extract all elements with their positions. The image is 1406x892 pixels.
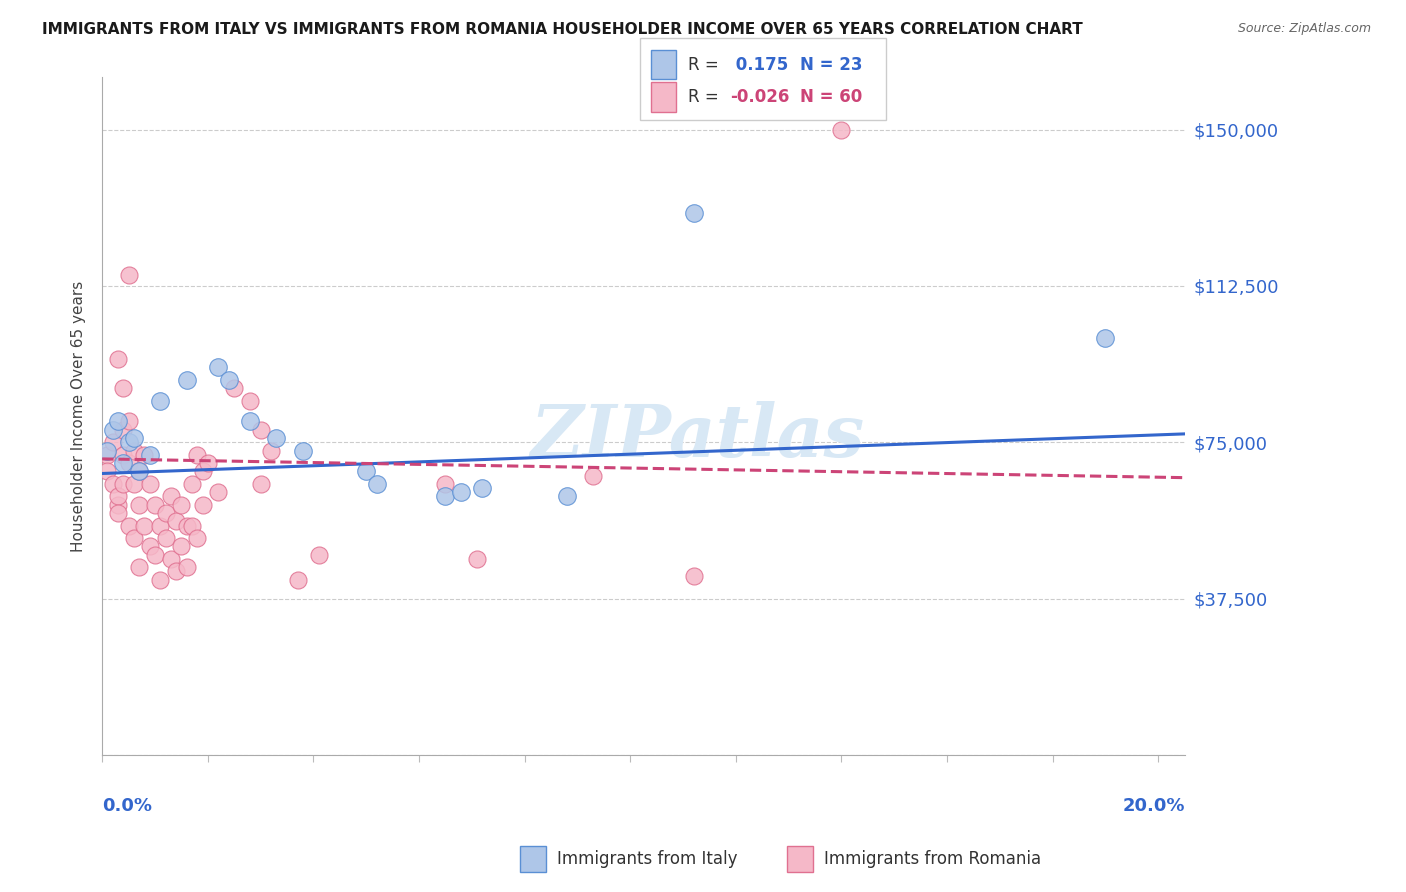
Point xyxy=(112,423,135,437)
Point xyxy=(170,498,193,512)
Point xyxy=(107,498,129,512)
Point xyxy=(176,373,198,387)
Point xyxy=(186,448,208,462)
Point xyxy=(224,381,246,395)
Point xyxy=(143,548,166,562)
Text: 20.0%: 20.0% xyxy=(1122,797,1185,814)
Point xyxy=(176,518,198,533)
Point xyxy=(134,518,156,533)
Point xyxy=(149,573,172,587)
Point xyxy=(266,431,288,445)
Point xyxy=(239,393,262,408)
Point xyxy=(107,414,129,428)
Point xyxy=(112,477,135,491)
Point xyxy=(128,464,150,478)
Point xyxy=(101,435,124,450)
Point xyxy=(117,268,139,283)
Point xyxy=(96,464,118,478)
Y-axis label: Householder Income Over 65 years: Householder Income Over 65 years xyxy=(72,281,86,552)
Point xyxy=(450,485,472,500)
Point xyxy=(191,464,214,478)
Point xyxy=(308,548,330,562)
Point xyxy=(107,351,129,366)
Text: 0.175: 0.175 xyxy=(730,55,787,74)
Point xyxy=(101,423,124,437)
Point xyxy=(101,477,124,491)
Point xyxy=(122,531,145,545)
Point xyxy=(830,122,852,136)
Text: N = 23: N = 23 xyxy=(800,55,862,74)
Point xyxy=(181,477,204,491)
Point xyxy=(181,518,204,533)
Point xyxy=(165,515,187,529)
Point xyxy=(682,206,704,220)
Point xyxy=(138,477,160,491)
Text: R =: R = xyxy=(688,87,718,106)
Point xyxy=(555,490,578,504)
Point xyxy=(471,481,494,495)
Point xyxy=(260,443,283,458)
Point xyxy=(249,477,271,491)
Point xyxy=(134,448,156,462)
Point xyxy=(128,498,150,512)
Point xyxy=(291,443,314,458)
Point xyxy=(207,485,229,500)
Point xyxy=(117,518,139,533)
Point xyxy=(354,464,377,478)
Point xyxy=(128,464,150,478)
Point xyxy=(155,531,177,545)
Point xyxy=(155,506,177,520)
Text: ZIPatlas: ZIPatlas xyxy=(530,401,865,472)
Point xyxy=(117,414,139,428)
Point xyxy=(143,498,166,512)
Point xyxy=(191,498,214,512)
Text: Source: ZipAtlas.com: Source: ZipAtlas.com xyxy=(1237,22,1371,36)
Point xyxy=(239,414,262,428)
Point xyxy=(682,568,704,582)
Point xyxy=(138,540,160,554)
Text: R =: R = xyxy=(688,55,718,74)
Point xyxy=(465,552,488,566)
Point xyxy=(149,518,172,533)
Point xyxy=(218,373,240,387)
Point xyxy=(434,490,457,504)
Point xyxy=(186,531,208,545)
Point xyxy=(165,565,187,579)
Point xyxy=(1094,331,1116,345)
Text: IMMIGRANTS FROM ITALY VS IMMIGRANTS FROM ROMANIA HOUSEHOLDER INCOME OVER 65 YEAR: IMMIGRANTS FROM ITALY VS IMMIGRANTS FROM… xyxy=(42,22,1083,37)
Point xyxy=(160,490,183,504)
Point xyxy=(434,477,457,491)
Point xyxy=(197,456,219,470)
Point xyxy=(287,573,309,587)
Point xyxy=(160,552,183,566)
Point xyxy=(96,443,118,458)
Text: Immigrants from Romania: Immigrants from Romania xyxy=(824,850,1040,868)
Point xyxy=(249,423,271,437)
Text: 0.0%: 0.0% xyxy=(103,797,152,814)
Point xyxy=(176,560,198,574)
Point xyxy=(149,393,172,408)
Text: -0.026: -0.026 xyxy=(730,87,789,106)
Point xyxy=(170,540,193,554)
Text: N = 60: N = 60 xyxy=(800,87,862,106)
Point xyxy=(122,477,145,491)
Point xyxy=(582,468,605,483)
Point xyxy=(107,506,129,520)
Point xyxy=(122,431,145,445)
Point xyxy=(128,560,150,574)
Text: Immigrants from Italy: Immigrants from Italy xyxy=(557,850,737,868)
Point xyxy=(138,448,160,462)
Point xyxy=(117,435,139,450)
Point xyxy=(112,456,135,470)
Point xyxy=(207,360,229,375)
Point xyxy=(117,456,139,470)
Point xyxy=(122,443,145,458)
Point xyxy=(96,448,118,462)
Point xyxy=(366,477,388,491)
Point xyxy=(107,490,129,504)
Point xyxy=(112,381,135,395)
Point xyxy=(112,448,135,462)
